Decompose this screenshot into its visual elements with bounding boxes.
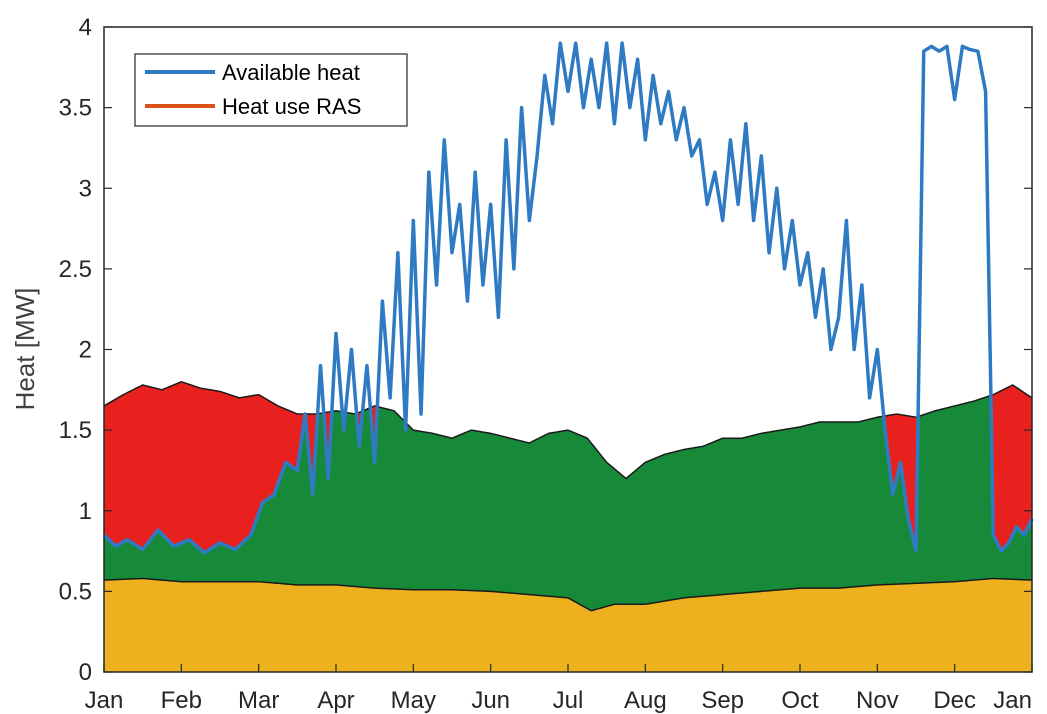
legend-label-available-heat: Available heat — [222, 60, 360, 85]
line-total-demand — [103, 380, 1033, 480]
legend: Available heat Heat use RAS — [134, 53, 408, 127]
y-tick-label: 3.5 — [59, 95, 92, 122]
x-tick-label: Jul — [553, 687, 584, 714]
y-axis-label: Heat [MW] — [10, 288, 40, 411]
fill-base-layer — [104, 578, 1032, 672]
line-base-layer — [103, 577, 1033, 612]
x-tick-label: Mar — [238, 687, 279, 714]
x-axis-ticks: Jan Feb Mar Apr May Jun Jul Aug Sep Oct Nov Dec Jan — [85, 664, 1033, 714]
stacked-area-fills — [104, 381, 1032, 672]
x-tick-label: Sep — [701, 687, 744, 714]
y-tick-label: 0 — [79, 659, 92, 686]
x-tick-label: Aug — [624, 687, 667, 714]
fill-green-covered — [104, 395, 1032, 611]
x-tick-label: Feb — [161, 687, 202, 714]
x-tick-label: Dec — [933, 687, 976, 714]
x-tick-label: May — [391, 687, 436, 714]
series-lines — [102, 41, 1034, 612]
y-tick-label: 1.5 — [59, 417, 92, 444]
line-available-heat — [102, 41, 1034, 555]
y-axis-ticks: 0 0.5 1 1.5 2 2.5 3 3.5 4 — [59, 14, 1032, 686]
y-tick-label: 1 — [79, 498, 92, 525]
x-tick-label: Apr — [317, 687, 354, 714]
legend-box — [134, 53, 408, 127]
x-tick-label: Nov — [856, 687, 899, 714]
x-tick-label: Jun — [471, 687, 510, 714]
y-tick-label: 0.5 — [59, 578, 92, 605]
x-tick-label: Jan — [993, 687, 1032, 714]
y-tick-label: 2.5 — [59, 256, 92, 283]
x-tick-label: Jan — [85, 687, 124, 714]
y-tick-label: 3 — [79, 175, 92, 202]
legend-label-heat-use-ras: Heat use RAS — [222, 94, 361, 119]
x-tick-label: Oct — [781, 687, 819, 714]
y-tick-label: 4 — [79, 14, 92, 41]
y-tick-label: 2 — [79, 337, 92, 364]
